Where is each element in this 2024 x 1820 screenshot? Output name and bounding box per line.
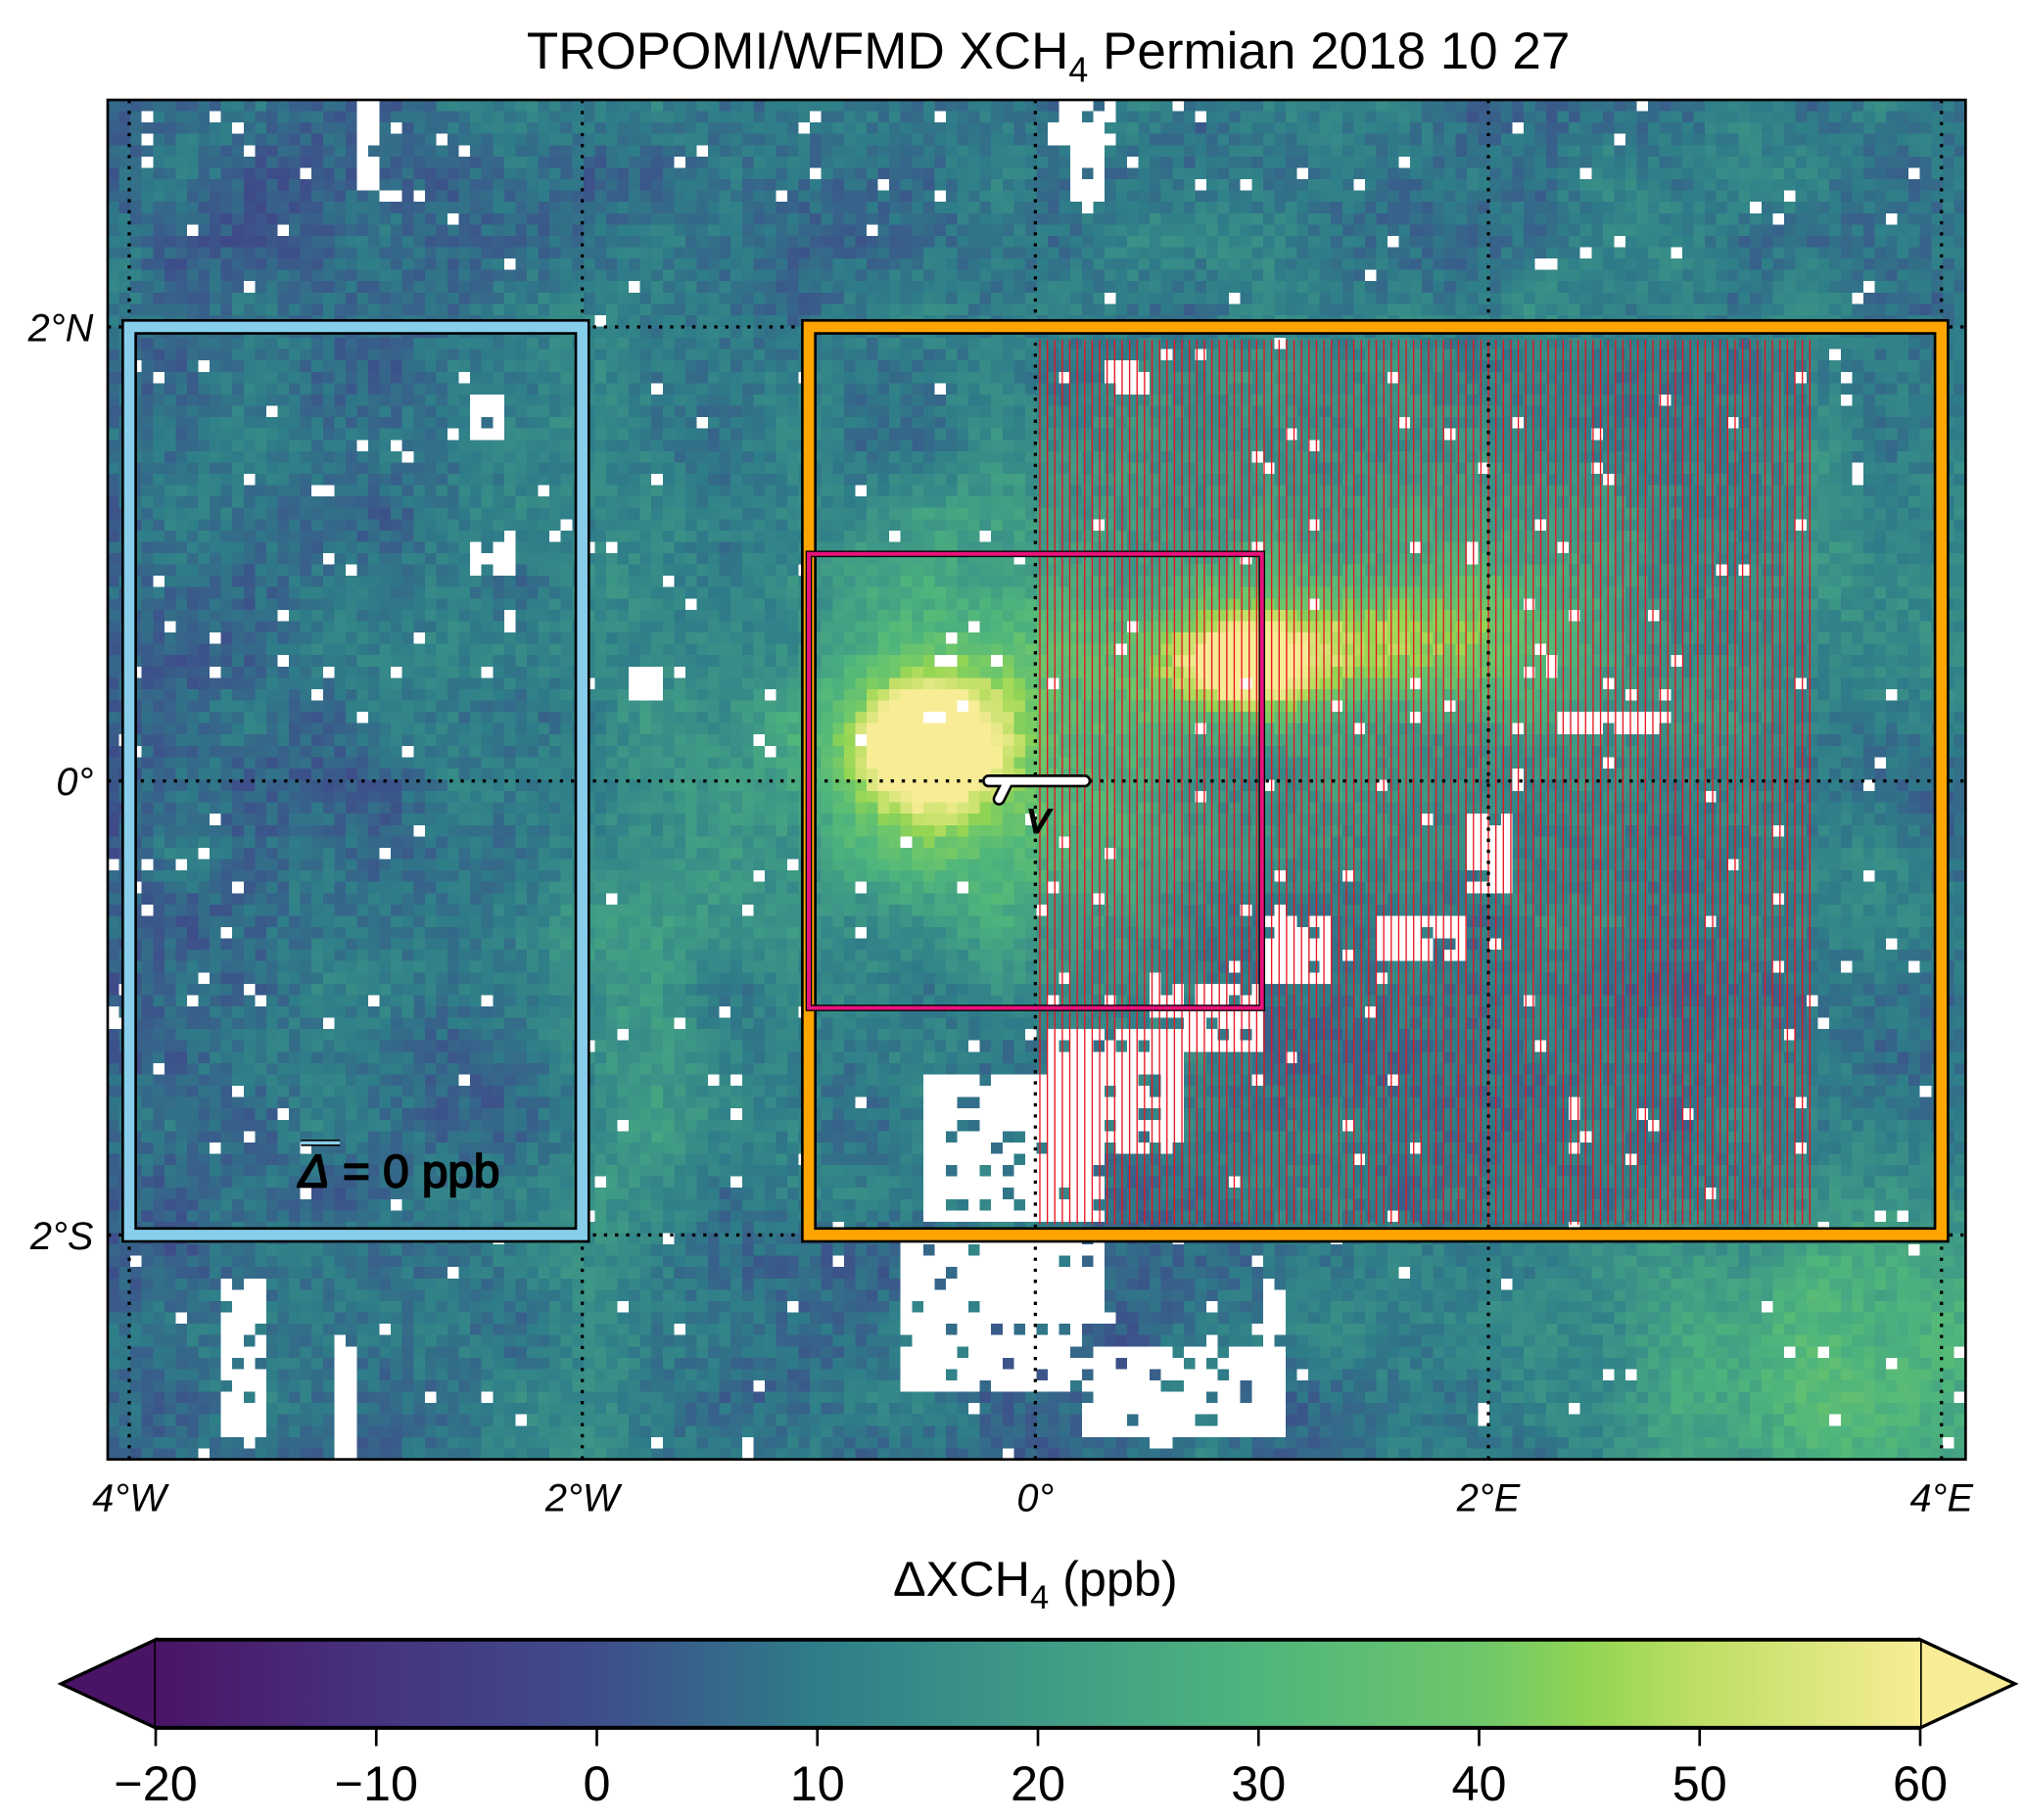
colorbar-tick-label: 50: [1672, 1755, 1727, 1811]
x-tick-label: 2°E: [1456, 1477, 1521, 1520]
colorbar-tick-label: 0: [583, 1755, 610, 1811]
x-tick-label: 2°W: [544, 1477, 623, 1520]
region-boxes: [121, 318, 1950, 1243]
y-axis-ticks: 2°N 0° 2°S: [27, 306, 94, 1257]
hatch-region: [1039, 340, 1811, 1225]
colorbar-tick-label: −10: [335, 1755, 418, 1811]
wind-direction-marker: V: [982, 774, 1092, 842]
chart-title: TROPOMI/WFMD XCH4 Permian 2018 10 27: [527, 23, 1570, 89]
y-tick-label: 2°N: [27, 306, 94, 350]
target-box-outline: [801, 318, 1950, 1243]
y-tick-label: 2°S: [29, 1215, 94, 1258]
colorbar-tick-label: −20: [114, 1755, 197, 1811]
svg-text:Δ = 0 ppb: Δ = 0 ppb: [298, 1145, 500, 1197]
x-axis-ticks: 4°W 2°W 0° 2°E 4°E: [92, 1477, 1973, 1520]
target-box: [803, 321, 1948, 1240]
annotation-text: = 0 ppb: [330, 1145, 500, 1197]
colorbar-ticks: −20 −10 0 10 20 30 40 50 60: [114, 1727, 1948, 1811]
background-box: [123, 321, 588, 1240]
colorbar-tick-label: 10: [790, 1755, 845, 1811]
colorbar-extend-low: [57, 1637, 158, 1731]
delta-symbol: Δ: [298, 1145, 330, 1197]
colorbar-label: ΔXCH4 (ppb): [893, 1551, 1178, 1616]
colorbar-gradient: [156, 1639, 1920, 1728]
colorbar: −20 −10 0 10 20 30 40 50 60: [57, 1637, 2019, 1811]
y-tick-label: 0°: [56, 761, 93, 804]
colorbar-tick-label: 30: [1231, 1755, 1286, 1811]
source-box: [807, 551, 1264, 1010]
x-tick-label: 4°E: [1909, 1477, 1973, 1520]
x-tick-label: 4°W: [92, 1477, 169, 1520]
colorbar-extend-high: [1918, 1637, 2019, 1731]
plot-frame: [106, 98, 1967, 1461]
x-tick-label: 0°: [1016, 1477, 1054, 1520]
colorbar-tick-label: 60: [1893, 1755, 1948, 1811]
colorbar-tick-label: 20: [1011, 1755, 1065, 1811]
colorbar-tick-label: 40: [1451, 1755, 1506, 1811]
background-mean-annotation: Δ = 0 ppb: [297, 1140, 500, 1198]
wind-label: V: [1027, 804, 1053, 841]
